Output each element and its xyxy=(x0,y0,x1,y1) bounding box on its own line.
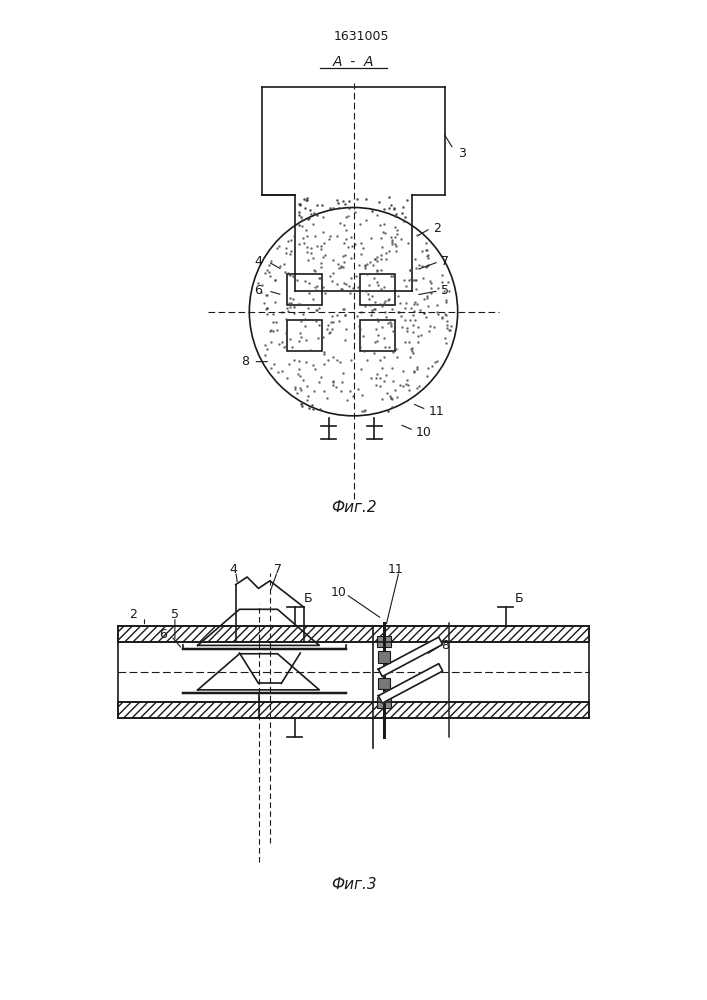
Text: 10: 10 xyxy=(330,586,346,599)
Text: 1631005: 1631005 xyxy=(334,30,390,43)
Bar xyxy=(287,274,322,305)
Polygon shape xyxy=(378,664,443,703)
Bar xyxy=(360,320,395,351)
Bar xyxy=(118,702,589,718)
Text: Б: Б xyxy=(304,592,312,605)
Text: Фиг.3: Фиг.3 xyxy=(331,877,376,892)
Text: 11: 11 xyxy=(428,405,444,418)
Bar xyxy=(378,678,390,689)
Text: 7: 7 xyxy=(274,563,281,576)
Text: 5: 5 xyxy=(171,608,179,621)
Text: 2: 2 xyxy=(433,222,440,235)
Text: 6: 6 xyxy=(160,628,168,641)
Text: 8: 8 xyxy=(241,355,250,368)
Bar xyxy=(360,274,395,305)
Bar xyxy=(377,636,391,647)
Text: 6: 6 xyxy=(254,284,262,297)
Text: 11: 11 xyxy=(387,563,403,576)
Bar xyxy=(377,697,391,708)
Bar xyxy=(287,320,322,351)
Text: 10: 10 xyxy=(416,426,432,439)
Text: 5: 5 xyxy=(441,284,449,297)
Text: 4: 4 xyxy=(254,255,262,268)
Bar xyxy=(118,626,589,642)
Text: 8: 8 xyxy=(441,639,449,652)
Text: 3: 3 xyxy=(457,147,465,160)
Text: 7: 7 xyxy=(441,255,449,268)
Text: 4: 4 xyxy=(230,563,238,576)
Text: Фиг.2: Фиг.2 xyxy=(331,500,376,515)
Text: A  -  A: A - A xyxy=(333,55,374,69)
Polygon shape xyxy=(378,637,443,677)
Bar xyxy=(378,651,390,662)
Text: 2: 2 xyxy=(129,608,137,621)
Text: Б: Б xyxy=(515,592,524,605)
